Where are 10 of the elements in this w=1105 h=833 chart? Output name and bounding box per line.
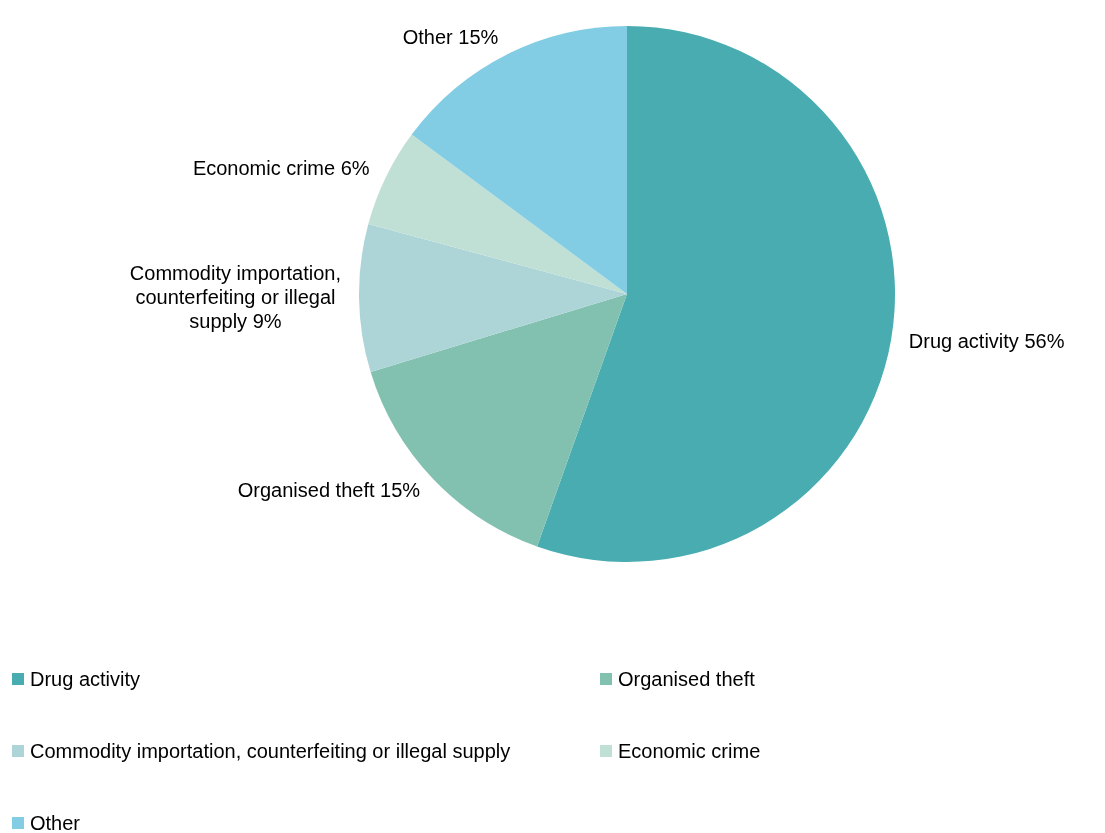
legend-label: Organised theft (618, 667, 755, 691)
category-label: Commodity importation, counterfeiting or illegal supply 9% (129, 261, 342, 332)
category-label: Other 15% (402, 26, 499, 49)
legend-label: Drug activity (30, 667, 141, 691)
category-label: Organised theft 15% (237, 478, 421, 501)
legend-label: Commodity importation, counterfeiting or illegal supply (30, 739, 511, 763)
category-label: Economic crime 6% (192, 156, 370, 179)
legend-label: Other (30, 811, 81, 833)
category-label: Drug activity 56% (908, 330, 1065, 353)
legend-label: Economic crime (618, 739, 761, 763)
